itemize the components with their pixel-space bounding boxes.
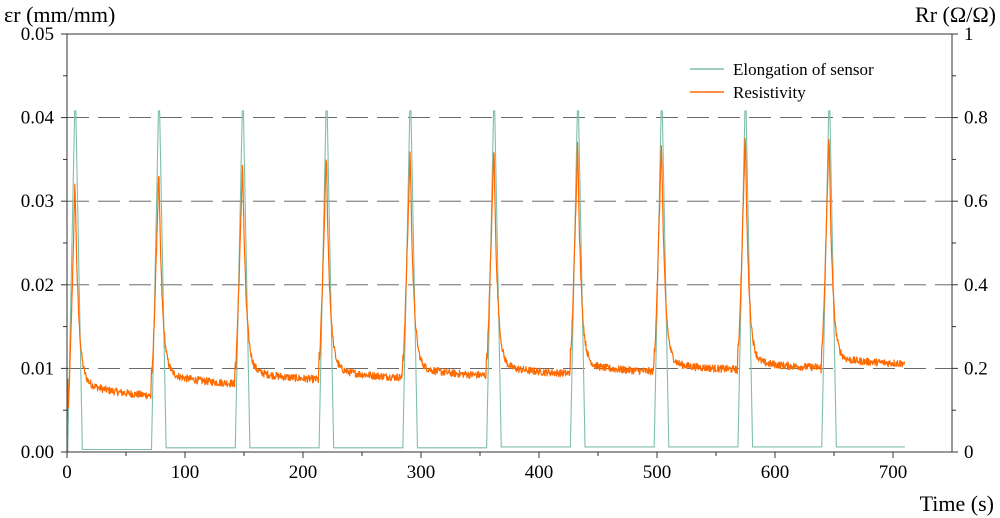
plot-frame bbox=[66, 33, 953, 453]
y-left-tick-label: 0.04 bbox=[21, 108, 55, 129]
y-left-axis-title: εr (mm/mm) bbox=[4, 2, 115, 27]
y-right-tick-label: 0.8 bbox=[964, 108, 988, 129]
legend-label-elongation: Elongation of sensor bbox=[733, 60, 874, 79]
y-right-tick-label: 1 bbox=[964, 24, 974, 45]
x-tick-label: 200 bbox=[289, 462, 318, 483]
y-right-tick-label: 0.6 bbox=[964, 191, 988, 212]
plot-border bbox=[66, 33, 953, 453]
series-elongation-line bbox=[67, 110, 905, 453]
series-resistivity-group bbox=[66, 137, 906, 434]
x-tick-label: 300 bbox=[407, 462, 436, 483]
y-right-tick-label: 0.2 bbox=[964, 358, 988, 379]
x-tick-label: 600 bbox=[761, 462, 790, 483]
legend: Elongation of sensor Resistivity bbox=[690, 60, 874, 102]
tick-marks bbox=[61, 33, 958, 458]
y-right-axis-title: Rr (Ω/Ω) bbox=[915, 2, 996, 27]
x-tick-label: 700 bbox=[879, 462, 908, 483]
y-left-tick-label: 0.02 bbox=[21, 275, 54, 296]
y-right-tick-label: 0 bbox=[964, 442, 974, 463]
x-tick-label: 400 bbox=[525, 462, 554, 483]
grid-lines bbox=[67, 117, 952, 369]
y-right-tick-label: 0.4 bbox=[964, 275, 988, 296]
y-left-tick-label: 0.01 bbox=[21, 358, 54, 379]
legend-label-resistivity: Resistivity bbox=[733, 83, 806, 102]
y-left-tick-label: 0.00 bbox=[21, 442, 54, 463]
x-tick-label: 100 bbox=[171, 462, 200, 483]
y-left-tick-label: 0.03 bbox=[21, 191, 54, 212]
x-axis-title: Time (s) bbox=[920, 491, 994, 516]
y-left-tick-label: 0.05 bbox=[21, 24, 54, 45]
x-tick-label: 0 bbox=[62, 462, 72, 483]
series-resistivity-line bbox=[66, 137, 906, 434]
x-tick-label: 500 bbox=[643, 462, 672, 483]
series-elongation-group bbox=[67, 110, 905, 453]
